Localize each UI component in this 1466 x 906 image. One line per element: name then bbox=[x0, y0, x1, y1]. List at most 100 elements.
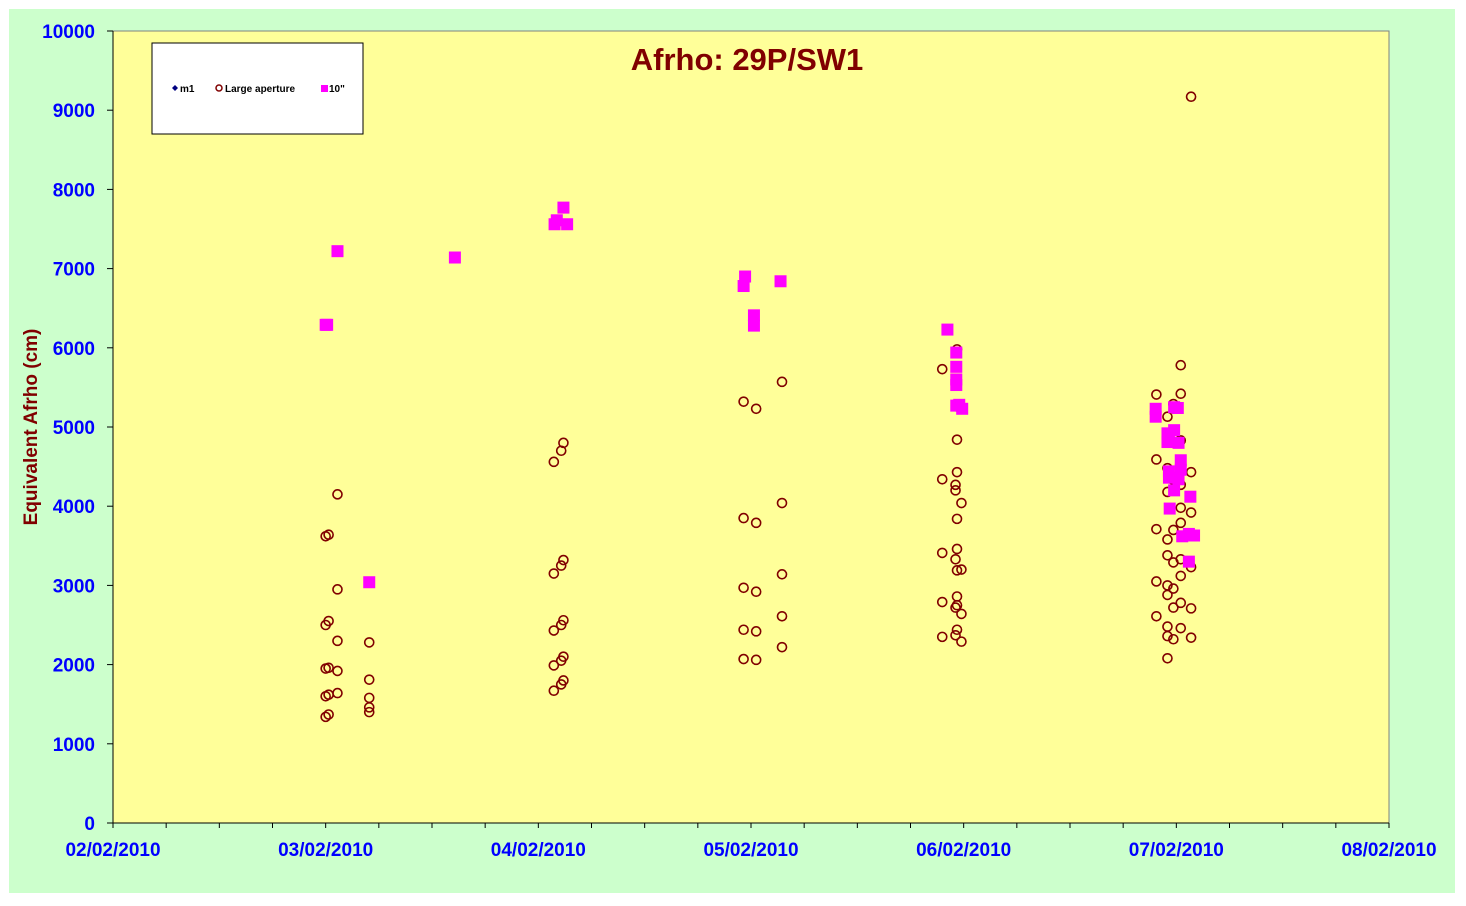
ten-inch-point bbox=[561, 218, 574, 231]
large-aperture-point bbox=[776, 497, 788, 509]
ten-inch-point bbox=[1149, 410, 1162, 423]
ten-inch-point bbox=[739, 270, 752, 283]
ten-inch-point bbox=[1184, 490, 1197, 503]
large-aperture-point bbox=[738, 396, 749, 407]
large-aperture-point bbox=[332, 687, 343, 699]
large-aperture-point bbox=[951, 543, 963, 555]
large-aperture-point bbox=[750, 403, 762, 415]
ten-inch-point bbox=[950, 360, 963, 373]
large-aperture-point bbox=[1175, 597, 1187, 609]
large-aperture-point bbox=[950, 602, 961, 613]
ten-inch-point bbox=[1174, 454, 1187, 467]
y-tick-label: 3000 bbox=[53, 576, 95, 597]
large-aperture-point bbox=[363, 692, 375, 704]
large-aperture-point bbox=[956, 497, 967, 509]
large-aperture-point bbox=[548, 685, 560, 697]
ten-inch-point bbox=[737, 280, 750, 293]
ten-inch-point bbox=[363, 576, 376, 589]
ten-inch-point bbox=[774, 275, 787, 288]
large-aperture-point bbox=[363, 637, 375, 648]
large-aperture-point bbox=[951, 466, 963, 478]
legend-label-m1: m1 bbox=[180, 84, 195, 95]
y-axis: 0 1000 2000 3000 4000 5000 6000 7000 8000 9000 100… bbox=[42, 22, 114, 835]
large-aperture-point bbox=[332, 665, 343, 677]
large-aperture-point bbox=[950, 629, 961, 641]
legend-label-10-inch: 10" bbox=[329, 84, 345, 95]
large-aperture-point bbox=[548, 625, 560, 636]
legend-marker-m1 bbox=[172, 85, 178, 91]
x-tick-label: 04/02/2010 bbox=[491, 840, 586, 861]
large-aperture-point bbox=[1162, 652, 1173, 664]
large-aperture-point bbox=[1151, 454, 1162, 465]
large-aperture-point bbox=[1168, 633, 1179, 645]
large-aperture-point bbox=[738, 624, 749, 636]
large-aperture-point bbox=[776, 641, 788, 653]
large-aperture-point bbox=[548, 456, 560, 468]
large-aperture-point bbox=[558, 651, 569, 662]
y-tick-label: 10000 bbox=[42, 22, 95, 43]
large-aperture-point bbox=[558, 554, 569, 566]
plot-area bbox=[112, 30, 1390, 824]
large-aperture-point bbox=[363, 674, 375, 685]
ten-inch-point bbox=[747, 319, 760, 332]
x-tick-label: 07/02/2010 bbox=[1129, 840, 1224, 861]
x-tick-label: 05/02/2010 bbox=[703, 840, 798, 861]
legend-marker-10-inch bbox=[321, 85, 328, 92]
large-aperture-point bbox=[951, 624, 963, 636]
large-aperture-point bbox=[951, 434, 963, 445]
y-tick-label: 2000 bbox=[53, 656, 95, 677]
y-tick-label: 1000 bbox=[53, 735, 95, 756]
y-axis-label: Equivalent Afrho (cm) bbox=[21, 329, 42, 526]
large-aperture-point bbox=[1175, 517, 1187, 529]
large-aperture-point bbox=[1162, 580, 1173, 591]
large-aperture-point bbox=[558, 675, 569, 686]
large-aperture-point bbox=[738, 653, 749, 665]
ten-inch-point bbox=[1172, 473, 1185, 486]
large-aperture-point bbox=[320, 711, 331, 723]
large-aperture-point bbox=[936, 473, 948, 485]
large-aperture-point bbox=[951, 591, 963, 602]
ten-inch-point bbox=[1174, 463, 1187, 476]
large-aperture-point bbox=[936, 363, 948, 375]
series-layer bbox=[319, 91, 1201, 723]
large-aperture-point bbox=[738, 582, 749, 594]
large-aperture-point bbox=[1185, 603, 1197, 614]
large-aperture-point bbox=[936, 596, 948, 608]
ten-inch-point bbox=[1168, 484, 1181, 497]
large-aperture-point bbox=[363, 706, 375, 718]
y-tick-label: 4000 bbox=[53, 497, 95, 518]
large-aperture-point bbox=[750, 586, 762, 598]
large-aperture-point bbox=[1175, 502, 1187, 514]
large-aperture-point bbox=[750, 654, 762, 666]
large-aperture-point bbox=[776, 610, 788, 622]
large-aperture-point bbox=[956, 636, 967, 647]
ten-inch-point bbox=[1162, 471, 1175, 484]
y-tick-label: 8000 bbox=[53, 180, 95, 201]
x-tick-label: 03/02/2010 bbox=[278, 840, 373, 861]
large-aperture-point bbox=[558, 614, 569, 626]
ten-inch-point bbox=[950, 346, 963, 359]
ten-inch-point bbox=[1168, 424, 1181, 437]
y-tick-label: 6000 bbox=[53, 339, 95, 360]
large-aperture-point bbox=[332, 584, 343, 595]
large-aperture-point bbox=[1168, 524, 1179, 536]
ten-inch-point bbox=[950, 379, 963, 392]
large-aperture-point bbox=[956, 608, 967, 620]
large-aperture-point bbox=[1185, 91, 1197, 103]
ten-inch-point bbox=[1172, 436, 1185, 449]
ten-inch-point bbox=[1163, 502, 1176, 515]
ten-inch-point bbox=[331, 245, 344, 258]
y-tick-label: 7000 bbox=[53, 260, 95, 281]
large-aperture-point bbox=[548, 660, 560, 671]
legend-marker-large-aperture bbox=[215, 84, 223, 92]
x-tick-label: 08/02/2010 bbox=[1341, 840, 1436, 861]
large-aperture-point bbox=[1151, 523, 1162, 535]
large-aperture-point bbox=[1151, 389, 1162, 400]
large-aperture-point bbox=[1151, 576, 1162, 587]
large-aperture-point bbox=[1162, 534, 1173, 545]
large-aperture-point bbox=[332, 635, 343, 647]
large-aperture-point bbox=[1175, 622, 1187, 634]
legend: m1 Large aperture 10" bbox=[151, 42, 364, 135]
